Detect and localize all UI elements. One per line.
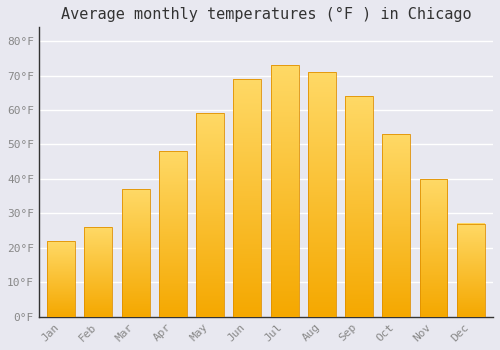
Bar — [457, 224, 484, 317]
Bar — [345, 96, 373, 317]
Bar — [159, 151, 187, 317]
Bar — [196, 113, 224, 317]
Bar — [308, 72, 336, 317]
Bar — [47, 241, 75, 317]
Bar — [84, 227, 112, 317]
Bar — [382, 134, 410, 317]
Bar — [420, 179, 448, 317]
Title: Average monthly temperatures (°F ) in Chicago: Average monthly temperatures (°F ) in Ch… — [60, 7, 471, 22]
Bar — [270, 65, 298, 317]
Bar — [122, 189, 150, 317]
Bar — [234, 79, 262, 317]
